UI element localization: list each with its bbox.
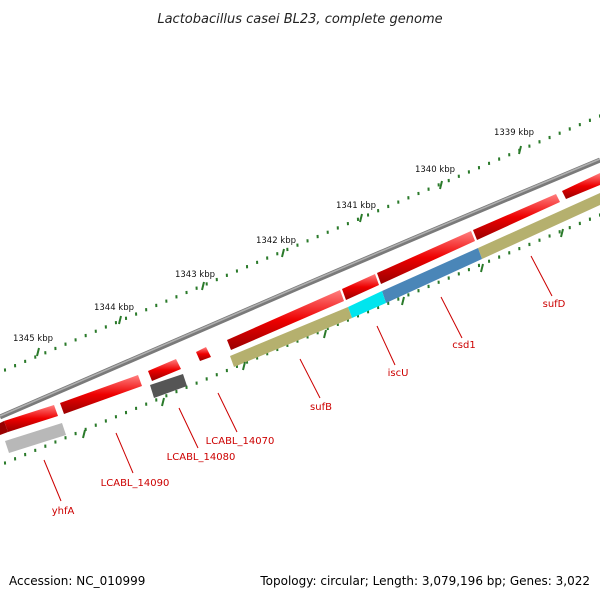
gene-arrow <box>227 290 344 350</box>
gene-arrow <box>562 173 600 199</box>
scale-major-tick <box>118 315 122 325</box>
gene-arrow <box>148 359 181 381</box>
leader-LCABL_14080 <box>178 407 199 449</box>
scale-major-tick <box>242 361 246 371</box>
scale-major-tick <box>480 263 484 273</box>
gene-label-sufB: sufB <box>310 402 332 413</box>
genome-backbone <box>0 157 600 420</box>
scale-major-tick <box>161 397 165 407</box>
gene-label-yhfA: yhfA <box>52 506 75 517</box>
scale-label: 1345 kbp <box>13 334 53 344</box>
gene-arrow <box>196 347 211 361</box>
scale-minor-ticks-inner <box>3 213 600 465</box>
scale-major-tick <box>201 281 205 291</box>
gene-LCABL_14080 <box>150 374 187 398</box>
gene-label-sufD: sufD <box>543 299 566 310</box>
scale-label: 1342 kbp <box>256 236 296 246</box>
gene-arrow <box>342 274 379 300</box>
scale-major-tick <box>323 329 327 339</box>
gene-label-LCABL_14070: LCABL_14070 <box>206 436 275 447</box>
leader-iscU <box>376 325 396 366</box>
leader-LCABL_14070 <box>217 392 238 433</box>
scale-labels: 1339 kbp 1340 kbp 1341 kbp 1342 kbp 1343… <box>13 128 534 344</box>
accession-text: Accession: NC_010999 <box>9 574 146 588</box>
gene-iscU <box>348 291 386 318</box>
scale-major-tick <box>82 429 86 439</box>
scale-major-ticks <box>36 145 564 439</box>
scale-major-tick <box>518 145 522 155</box>
scale-minor-ticks-outer <box>3 114 600 372</box>
gene-labels: sufD csd1 iscU sufB LCABL_14070 LCABL_14… <box>52 299 566 517</box>
gene-arrow-partial <box>0 421 8 435</box>
scale-label: 1343 kbp <box>175 270 215 280</box>
gene-sufD <box>478 193 600 259</box>
leader-yhfA <box>43 459 62 502</box>
genome-summary-text: Topology: circular; Length: 3,079,196 bp… <box>260 574 590 588</box>
gene-label-csd1: csd1 <box>452 340 475 351</box>
gene-label-iscU: iscU <box>388 368 409 379</box>
scale-major-tick <box>401 296 405 306</box>
leader-sufD <box>530 255 553 297</box>
leader-sufB <box>299 358 321 399</box>
gene-arrow <box>4 405 58 432</box>
leader-csd1 <box>440 296 463 339</box>
gene-leader-lines <box>43 255 553 502</box>
map-title: Lactobacillus casei BL23, complete genom… <box>157 12 442 27</box>
gene-label-LCABL_14080: LCABL_14080 <box>167 452 236 463</box>
gene-track-inner <box>5 193 600 453</box>
scale-label: 1341 kbp <box>336 201 376 211</box>
gene-yhfA <box>5 423 66 453</box>
leader-LCABL_14090 <box>115 432 134 474</box>
gene-csd1 <box>382 248 482 303</box>
gene-arrow <box>473 194 560 240</box>
gene-label-LCABL_14090: LCABL_14090 <box>101 478 170 489</box>
scale-label: 1344 kbp <box>94 303 134 313</box>
scale-major-tick <box>359 213 363 223</box>
gene-sufB <box>230 307 352 367</box>
scale-major-tick <box>560 228 564 238</box>
scale-major-tick <box>36 347 40 357</box>
gene-arrow <box>377 231 475 284</box>
scale-label: 1340 kbp <box>415 165 455 175</box>
scale-major-tick <box>439 180 443 190</box>
scale-major-tick <box>281 248 285 258</box>
gene-arrow <box>60 375 142 414</box>
genome-backbone-highlight <box>0 158 600 417</box>
gene-track-outer <box>0 173 600 435</box>
scale-label: 1339 kbp <box>494 128 534 138</box>
